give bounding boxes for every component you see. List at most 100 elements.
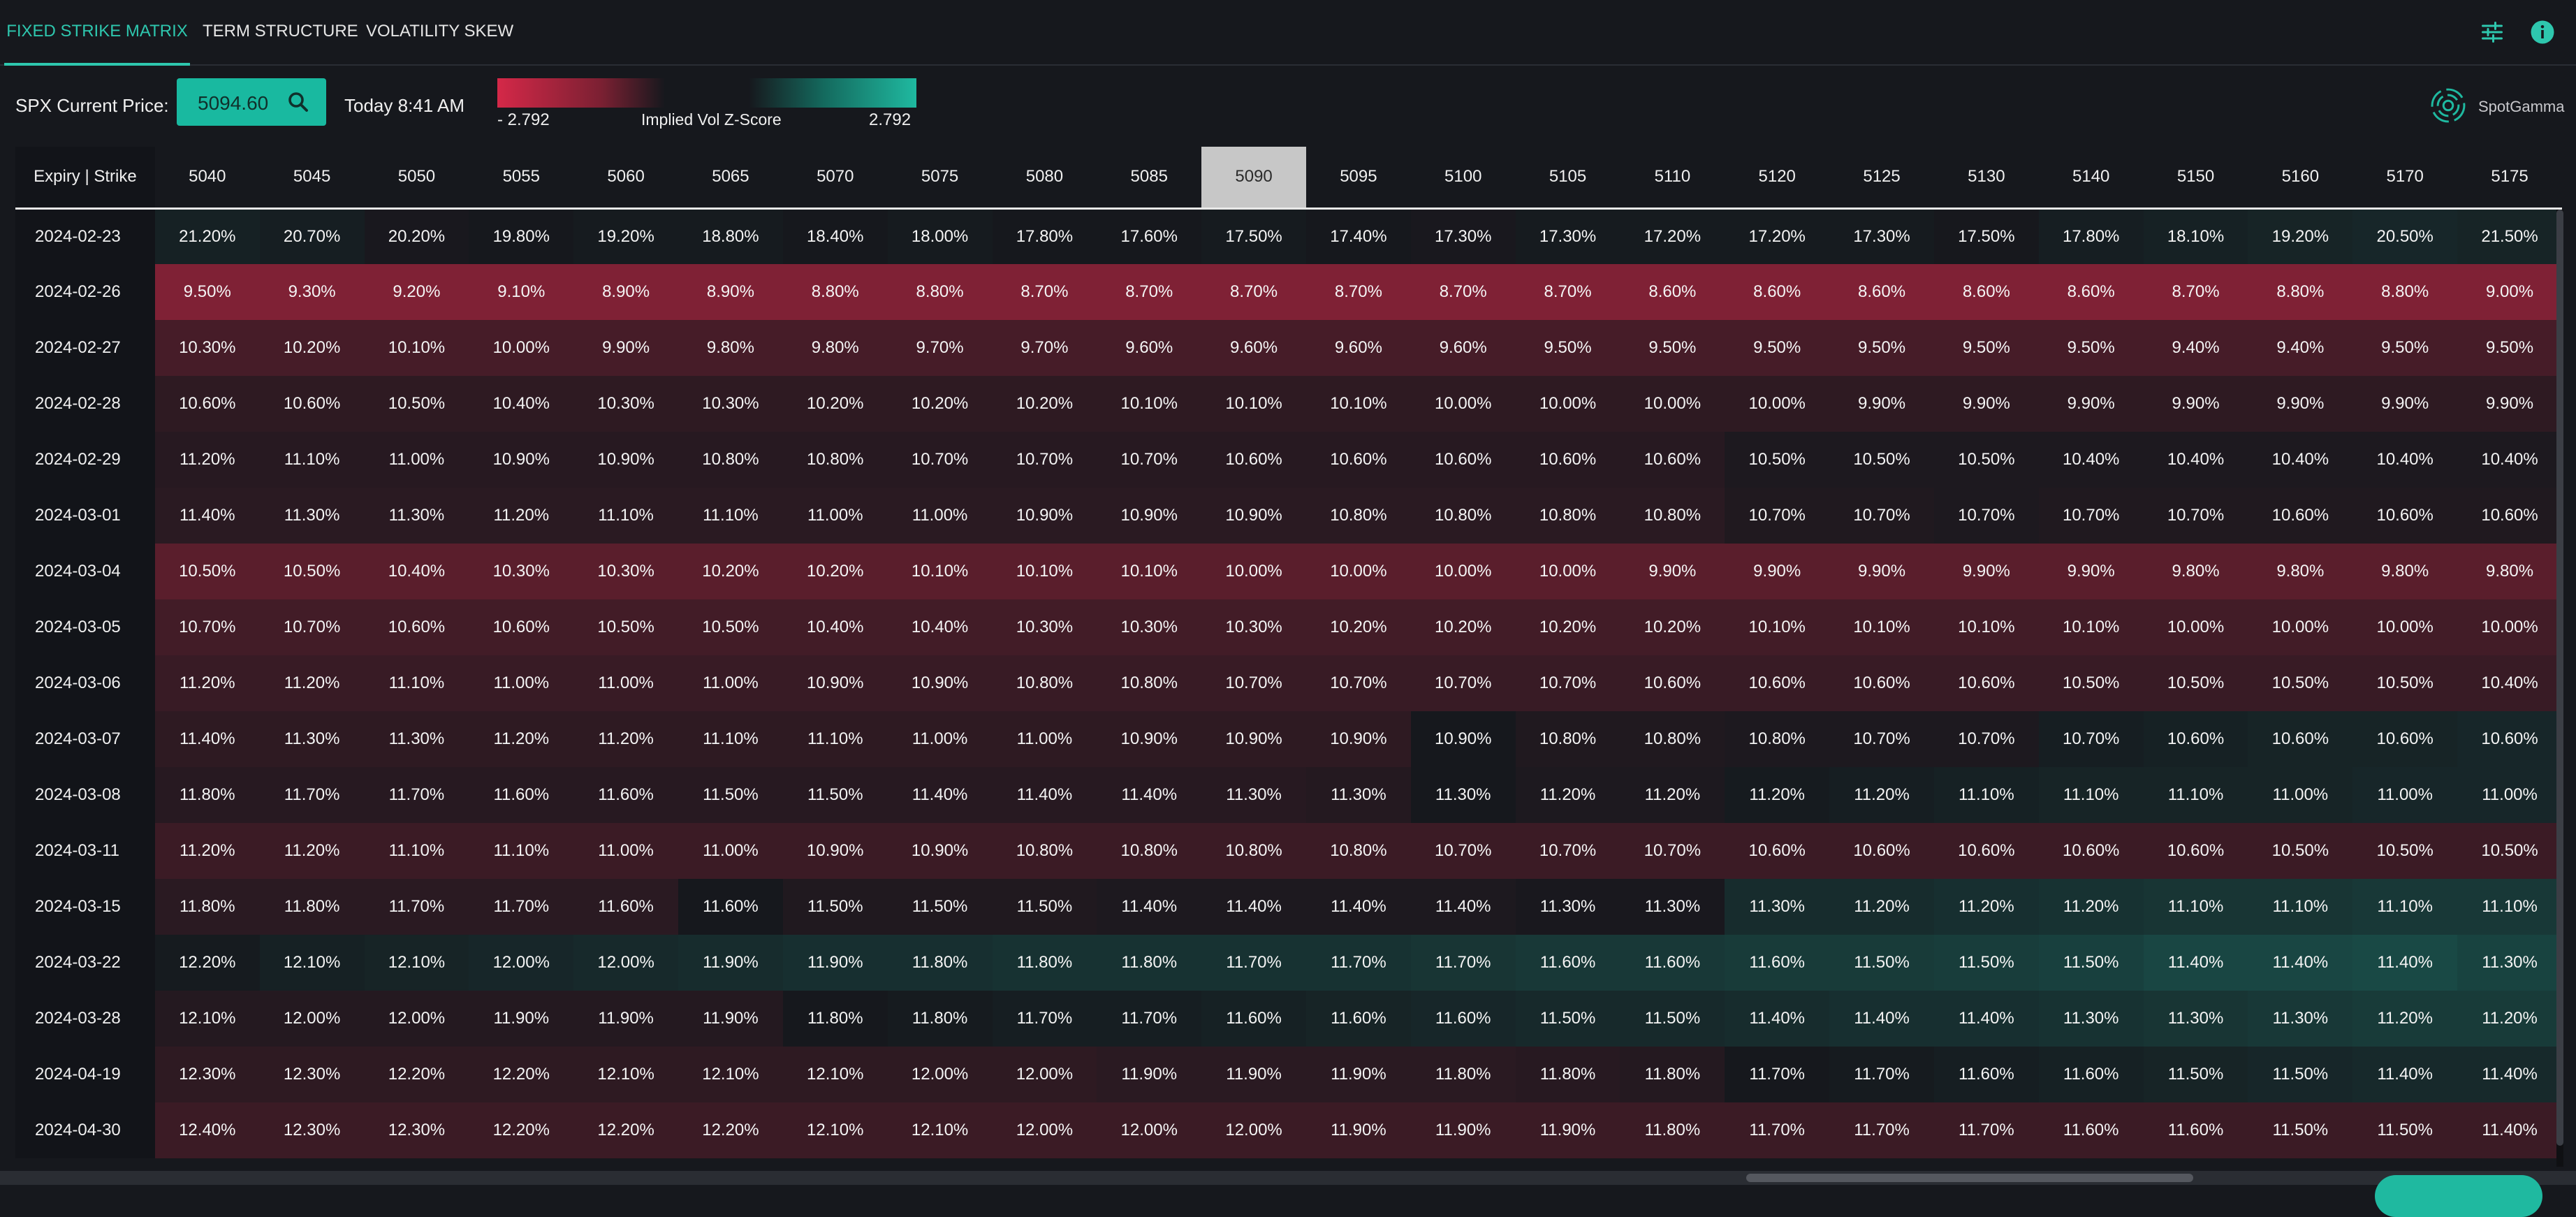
iv-cell[interactable]: 9.50% <box>1933 320 2039 376</box>
iv-cell[interactable]: 11.00% <box>678 823 783 879</box>
iv-cell[interactable]: 10.40% <box>782 599 888 655</box>
iv-cell[interactable]: 10.60% <box>1515 432 1620 488</box>
strike-header[interactable]: 5055 <box>469 147 574 210</box>
iv-cell[interactable]: 10.80% <box>1201 823 1306 879</box>
iv-cell[interactable]: 11.10% <box>2143 767 2248 823</box>
iv-cell[interactable]: 11.10% <box>1933 767 2039 823</box>
iv-cell[interactable]: 9.60% <box>1201 320 1306 376</box>
iv-cell[interactable]: 11.50% <box>2038 935 2144 991</box>
iv-cell[interactable]: 17.50% <box>1933 208 2039 264</box>
iv-cell[interactable]: 19.20% <box>573 208 679 264</box>
iv-cell[interactable]: 11.70% <box>1725 1047 1830 1102</box>
iv-cell[interactable]: 21.50% <box>2457 208 2562 264</box>
iv-cell[interactable]: 10.70% <box>2038 711 2144 767</box>
iv-cell[interactable]: 11.00% <box>2352 767 2458 823</box>
iv-cell[interactable]: 10.60% <box>2143 711 2248 767</box>
iv-cell[interactable]: 10.40% <box>887 599 993 655</box>
iv-cell[interactable]: 10.90% <box>887 655 993 711</box>
iv-cell[interactable]: 10.50% <box>2248 823 2353 879</box>
iv-cell[interactable]: 10.50% <box>154 544 260 599</box>
iv-cell[interactable]: 11.10% <box>2038 767 2144 823</box>
iv-cell[interactable]: 10.90% <box>1410 711 1516 767</box>
iv-cell[interactable]: 11.10% <box>364 655 469 711</box>
iv-cell[interactable]: 11.10% <box>2143 879 2248 935</box>
strike-header[interactable]: 5120 <box>1725 147 1830 210</box>
iv-cell[interactable]: 11.40% <box>992 767 1097 823</box>
iv-cell[interactable]: 20.70% <box>259 208 365 264</box>
iv-cell[interactable]: 10.80% <box>1620 711 1725 767</box>
iv-cell[interactable]: 20.20% <box>364 208 469 264</box>
iv-cell[interactable]: 10.00% <box>1410 376 1516 432</box>
iv-cell[interactable]: 11.90% <box>469 991 574 1047</box>
iv-cell[interactable]: 11.80% <box>1620 1047 1725 1102</box>
iv-cell[interactable]: 8.90% <box>573 264 679 320</box>
iv-cell[interactable]: 9.50% <box>2457 320 2562 376</box>
iv-cell[interactable]: 11.10% <box>2248 879 2353 935</box>
iv-cell[interactable]: 18.10% <box>2143 208 2248 264</box>
iv-cell[interactable]: 11.00% <box>573 655 679 711</box>
iv-cell[interactable]: 11.10% <box>678 488 783 544</box>
iv-cell[interactable]: 11.40% <box>2352 935 2458 991</box>
iv-cell[interactable]: 10.80% <box>1410 488 1516 544</box>
iv-cell[interactable]: 11.30% <box>1515 879 1620 935</box>
iv-cell[interactable]: 9.70% <box>992 320 1097 376</box>
iv-cell[interactable]: 9.90% <box>2352 376 2458 432</box>
iv-cell[interactable]: 11.90% <box>1410 1102 1516 1158</box>
iv-cell[interactable]: 10.10% <box>1933 599 2039 655</box>
iv-cell[interactable]: 10.20% <box>1620 599 1725 655</box>
iv-cell[interactable]: 12.10% <box>887 1102 993 1158</box>
iv-cell[interactable]: 11.50% <box>782 879 888 935</box>
iv-cell[interactable]: 9.50% <box>1620 320 1725 376</box>
iv-cell[interactable]: 11.20% <box>154 655 260 711</box>
strike-header[interactable]: 5060 <box>573 147 679 210</box>
iv-cell[interactable]: 11.80% <box>782 991 888 1047</box>
iv-cell[interactable]: 10.00% <box>1201 544 1306 599</box>
iv-cell[interactable]: 11.70% <box>364 767 469 823</box>
iv-cell[interactable]: 10.80% <box>1620 488 1725 544</box>
iv-cell[interactable]: 11.10% <box>782 711 888 767</box>
iv-cell[interactable]: 10.10% <box>2038 599 2144 655</box>
iv-cell[interactable]: 10.10% <box>1097 376 1202 432</box>
strike-header[interactable]: 5140 <box>2038 147 2144 210</box>
iv-cell[interactable]: 11.80% <box>992 935 1097 991</box>
iv-cell[interactable]: 11.50% <box>992 879 1097 935</box>
iv-cell[interactable]: 10.00% <box>1515 376 1620 432</box>
iv-cell[interactable]: 11.70% <box>1933 1102 2039 1158</box>
iv-cell[interactable]: 10.30% <box>1097 599 1202 655</box>
iv-cell[interactable]: 9.20% <box>364 264 469 320</box>
iv-cell[interactable]: 10.70% <box>2038 488 2144 544</box>
iv-cell[interactable]: 10.10% <box>887 544 993 599</box>
iv-cell[interactable]: 11.90% <box>1097 1047 1202 1102</box>
iv-cell[interactable]: 10.10% <box>1725 599 1830 655</box>
iv-cell[interactable]: 8.80% <box>887 264 993 320</box>
iv-cell[interactable]: 17.80% <box>992 208 1097 264</box>
iv-cell[interactable]: 18.80% <box>678 208 783 264</box>
iv-cell[interactable]: 10.90% <box>1305 711 1411 767</box>
iv-cell[interactable]: 8.60% <box>2038 264 2144 320</box>
iv-cell[interactable]: 11.80% <box>1097 935 1202 991</box>
iv-cell[interactable]: 11.00% <box>364 432 469 488</box>
tab-fixed-strike-matrix[interactable]: FIXED STRIKE MATRIX <box>4 0 190 66</box>
iv-cell[interactable]: 11.60% <box>678 879 783 935</box>
iv-cell[interactable]: 11.10% <box>259 432 365 488</box>
iv-cell[interactable]: 10.60% <box>2143 823 2248 879</box>
iv-cell[interactable]: 8.70% <box>1515 264 1620 320</box>
iv-cell[interactable]: 11.20% <box>1515 767 1620 823</box>
iv-cell[interactable]: 12.20% <box>154 935 260 991</box>
iv-cell[interactable]: 11.70% <box>1201 935 1306 991</box>
iv-cell[interactable]: 11.20% <box>259 823 365 879</box>
iv-cell[interactable]: 11.60% <box>573 879 679 935</box>
iv-cell[interactable]: 10.90% <box>1097 711 1202 767</box>
iv-cell[interactable]: 9.50% <box>1829 320 1934 376</box>
strike-header[interactable]: 5095 <box>1305 147 1411 210</box>
iv-cell[interactable]: 10.10% <box>1097 544 1202 599</box>
tab-volatility-skew[interactable]: VOLATILITY SKEW <box>366 22 514 41</box>
iv-cell[interactable]: 11.60% <box>573 767 679 823</box>
iv-cell[interactable]: 9.00% <box>2457 264 2562 320</box>
iv-cell[interactable]: 19.80% <box>469 208 574 264</box>
iv-cell[interactable]: 11.40% <box>1933 991 2039 1047</box>
iv-cell[interactable]: 17.30% <box>1410 208 1516 264</box>
iv-cell[interactable]: 11.10% <box>469 823 574 879</box>
iv-cell[interactable]: 10.50% <box>364 376 469 432</box>
iv-cell[interactable]: 11.20% <box>2457 991 2562 1047</box>
